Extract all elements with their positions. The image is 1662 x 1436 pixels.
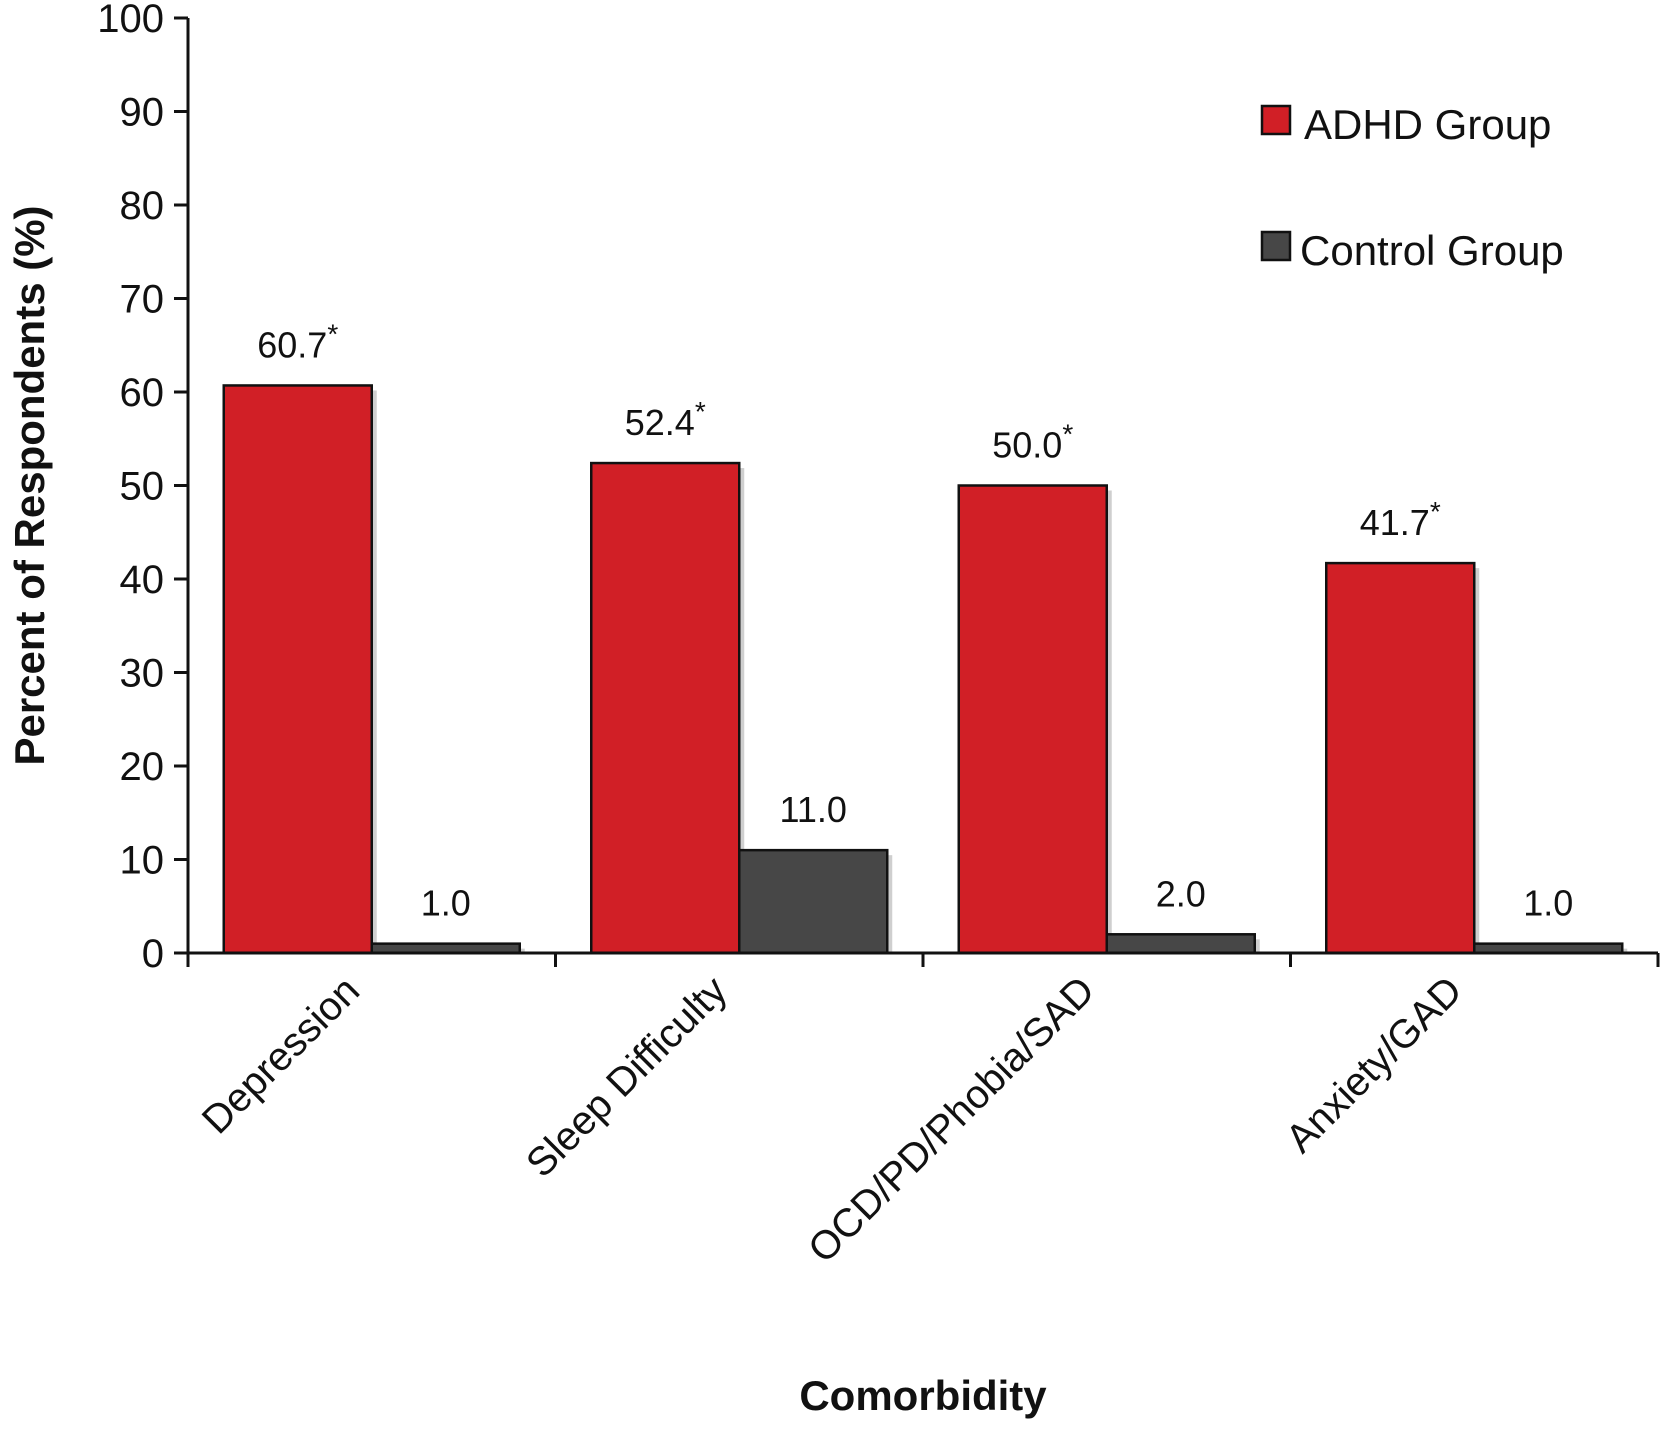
bar-control	[1105, 933, 1256, 955]
y-tick-label: 20	[120, 745, 165, 789]
category-label: Depression	[194, 968, 368, 1142]
y-ticks: 0 10 20 30 40 50 60 70 80 90 100	[97, 0, 188, 976]
legend-label-control: Control Group	[1300, 227, 1564, 274]
data-label: 11.0	[780, 789, 847, 830]
y-tick-label: 90	[120, 91, 165, 135]
y-axis-title: Percent of Respondents (%)	[6, 205, 53, 765]
y-tick-label: 30	[120, 652, 165, 696]
y-tick-label: 100	[97, 0, 164, 41]
data-labels: 60.7* 1.0 52.4* 11.0 50.0* 2.0 41.7* 1.0	[257, 318, 1573, 923]
y-tick-label: 80	[120, 184, 165, 228]
y-tick-label: 40	[120, 558, 165, 602]
data-label: 50.0*	[992, 419, 1073, 466]
data-label: 2.0	[1156, 873, 1206, 914]
bar-adhd	[222, 384, 373, 955]
x-ticks: Depression Sleep Difficulty OCD/PD/Phobia/…	[186, 953, 1660, 1271]
legend-label-adhd: ADHD Group	[1304, 101, 1551, 148]
y-tick-label: 10	[120, 839, 165, 883]
x-axis-title: Comorbidity	[799, 1372, 1047, 1419]
category-label: Anxiety/GAD	[1278, 968, 1471, 1161]
bar-adhd	[1325, 561, 1476, 955]
bars-layer	[222, 384, 1628, 955]
bar-adhd	[957, 484, 1108, 955]
data-label: 1.0	[1523, 883, 1573, 924]
data-label: 52.4*	[625, 396, 706, 443]
category-label: Sleep Difficulty	[518, 968, 736, 1186]
legend-swatch-control	[1260, 230, 1292, 262]
y-tick-label: 60	[120, 371, 165, 415]
data-label: 60.7*	[257, 318, 338, 365]
category-label: OCD/PD/Phobia/SAD	[800, 968, 1103, 1271]
y-tick-label: 0	[142, 932, 164, 976]
legend-swatch-adhd	[1260, 104, 1292, 136]
data-label: 1.0	[421, 883, 471, 924]
bar-adhd	[590, 461, 741, 955]
data-label: 41.7*	[1360, 496, 1441, 543]
legend: ADHD Group Control Group	[1260, 101, 1564, 274]
y-tick-label: 70	[120, 278, 165, 322]
y-tick-label: 50	[120, 465, 165, 509]
bar-control	[738, 848, 889, 955]
